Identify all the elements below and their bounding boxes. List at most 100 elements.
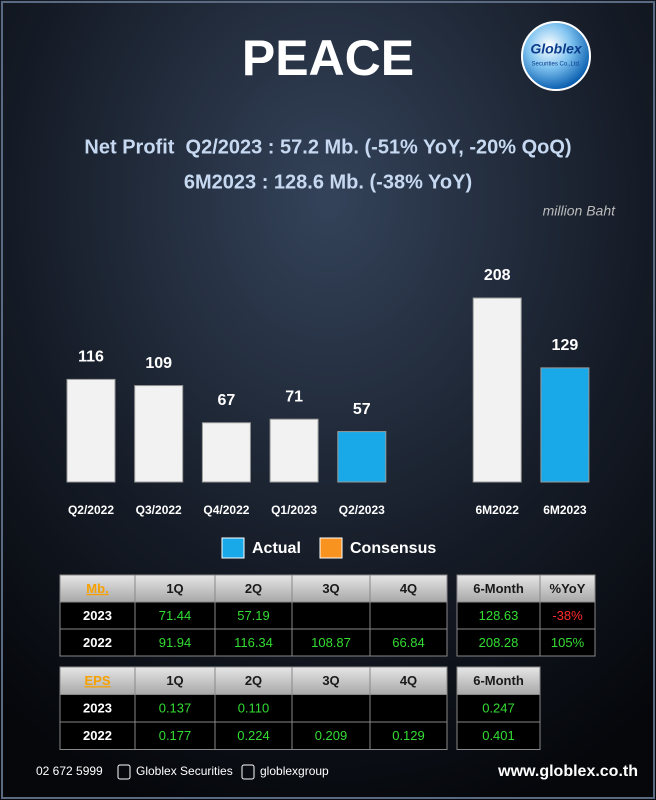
column-header: 2Q bbox=[245, 581, 262, 596]
table-cell bbox=[134, 628, 216, 657]
table-cell bbox=[291, 721, 371, 750]
data-label: 67 bbox=[218, 392, 236, 409]
data-label: 71 bbox=[285, 388, 303, 405]
column-header: 1Q bbox=[166, 673, 183, 688]
cell-value: 208.28 bbox=[479, 635, 519, 650]
telegram-icon bbox=[241, 764, 255, 780]
data-label: 109 bbox=[145, 355, 172, 372]
table-cell bbox=[291, 628, 371, 657]
cell-value: 116.34 bbox=[234, 635, 273, 650]
column-header: 4Q bbox=[400, 673, 417, 688]
legend-label: Actual bbox=[252, 540, 301, 557]
table-cell bbox=[59, 694, 136, 723]
logo-name: Globlex bbox=[530, 41, 583, 57]
logo-sub: Securities Co.,Ltd. bbox=[531, 62, 580, 68]
legend-swatch bbox=[221, 537, 245, 559]
bar bbox=[269, 418, 319, 483]
table-cell bbox=[291, 694, 371, 723]
x-tick-label: Q3/2022 bbox=[136, 503, 182, 517]
cell-value: 0.209 bbox=[315, 728, 348, 743]
telegram: globlexgroup bbox=[260, 764, 329, 778]
table-cell bbox=[369, 628, 448, 657]
x-tick-label: Q4/2022 bbox=[203, 503, 249, 517]
table-cell bbox=[214, 694, 293, 723]
facebook-icon bbox=[117, 764, 131, 780]
unit: million Baht bbox=[543, 203, 616, 219]
cell-value: 66.84 bbox=[392, 635, 425, 650]
table-cell bbox=[539, 601, 596, 630]
table-cell bbox=[369, 721, 448, 750]
cell-value: 128.63 bbox=[479, 608, 519, 623]
x-tick-label: Q2/2022 bbox=[68, 503, 114, 517]
table-cell bbox=[456, 721, 541, 750]
table-cell bbox=[456, 601, 541, 630]
column-header: 6-Month bbox=[473, 673, 524, 688]
headline: Net Profit Q2/2023 : 57.2 Mb. (-51% YoY,… bbox=[84, 136, 571, 158]
column-header: 3Q bbox=[322, 673, 339, 688]
x-tick-label: 6M2022 bbox=[476, 503, 520, 517]
bar bbox=[134, 385, 184, 483]
bar bbox=[472, 297, 522, 483]
header-cell bbox=[456, 574, 541, 603]
column-header: 6-Month bbox=[473, 581, 524, 596]
column-header: 1Q bbox=[166, 581, 183, 596]
cell-value: 2022 bbox=[83, 635, 112, 650]
phone: 02 672 5999 bbox=[36, 764, 103, 778]
table-cell bbox=[456, 694, 541, 723]
footer: 02 672 5999 Globlex Securities globlexgr… bbox=[36, 763, 638, 780]
title: PEACE bbox=[242, 30, 414, 86]
bar bbox=[540, 367, 590, 483]
cell-value: 2023 bbox=[83, 608, 112, 623]
x-tick-label: 6M2023 bbox=[543, 503, 587, 517]
cell-value: 0.177 bbox=[159, 728, 192, 743]
data-label: 116 bbox=[78, 349, 104, 366]
cell-value: 2023 bbox=[83, 701, 112, 716]
x-tick-label: Q2/2023 bbox=[339, 503, 385, 517]
legend-swatch bbox=[319, 537, 343, 559]
bar bbox=[337, 431, 387, 483]
header-cell bbox=[291, 666, 371, 695]
headline: 6M2023 : 128.6 Mb. (-38% YoY) bbox=[184, 171, 472, 193]
bar bbox=[66, 378, 116, 483]
header-cell bbox=[369, 666, 448, 695]
table-cell bbox=[456, 628, 541, 657]
column-header: %YoY bbox=[550, 581, 586, 596]
data-label: 129 bbox=[552, 337, 579, 354]
data-label: 57 bbox=[353, 401, 371, 418]
column-header: 2Q bbox=[245, 673, 262, 688]
table-cell bbox=[59, 601, 136, 630]
cell-value: 105% bbox=[551, 635, 585, 650]
table-cell bbox=[134, 721, 216, 750]
bar bbox=[201, 422, 251, 483]
table-cell bbox=[369, 694, 448, 723]
table-cell bbox=[59, 721, 136, 750]
header-cell bbox=[456, 666, 541, 695]
column-header: EPS bbox=[84, 673, 110, 688]
table-cell bbox=[214, 628, 293, 657]
x-tick-label: Q1/2023 bbox=[271, 503, 317, 517]
header-cell bbox=[539, 574, 596, 603]
cell-value: 2022 bbox=[83, 728, 112, 743]
table-cell bbox=[59, 628, 136, 657]
facebook: Globlex Securities bbox=[136, 764, 233, 778]
table-cell bbox=[291, 601, 371, 630]
cell-value: 0.137 bbox=[159, 701, 192, 716]
table-cell bbox=[369, 601, 448, 630]
header-cell bbox=[369, 574, 448, 603]
cell-value: 0.401 bbox=[482, 728, 515, 743]
cell-value: 0.129 bbox=[392, 728, 425, 743]
cell-value: 108.87 bbox=[311, 635, 351, 650]
logo bbox=[521, 21, 591, 91]
website: www.globlex.co.th bbox=[497, 763, 638, 780]
cell-value: 57.19 bbox=[237, 608, 270, 623]
cell-value: 71.44 bbox=[159, 608, 192, 623]
column-header: 4Q bbox=[400, 581, 417, 596]
column-header: Mb. bbox=[86, 581, 108, 596]
cell-value: 0.224 bbox=[237, 728, 270, 743]
data-label: 208 bbox=[484, 267, 511, 284]
legend-label: Consensus bbox=[350, 540, 436, 557]
header-cell bbox=[134, 666, 216, 695]
cell-value: 0.247 bbox=[482, 701, 515, 716]
